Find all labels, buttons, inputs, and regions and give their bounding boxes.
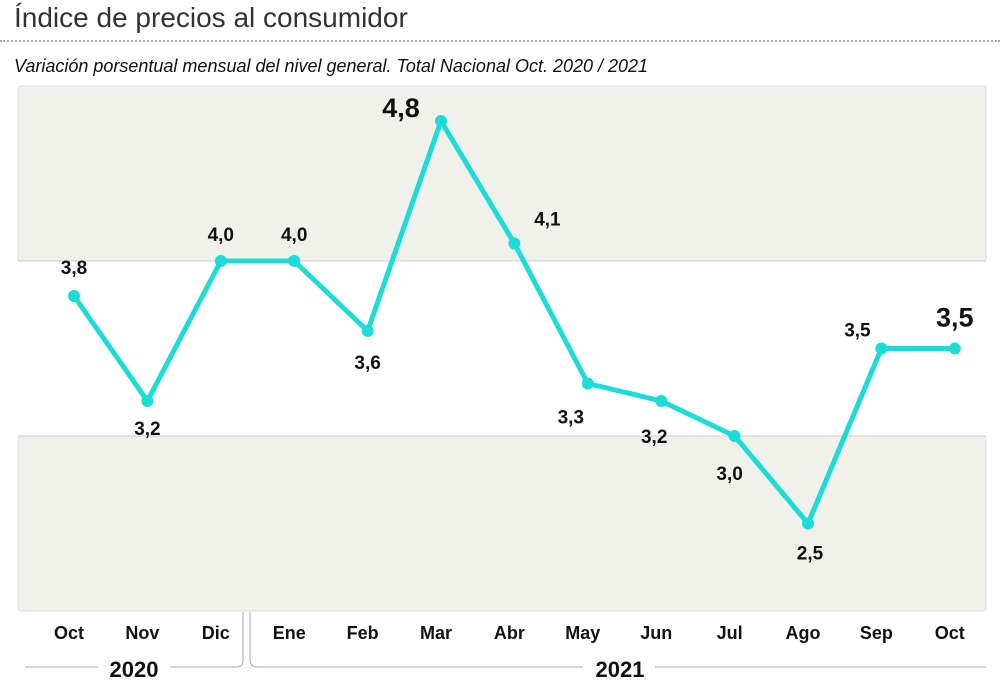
x-tick-label: Dic: [202, 623, 230, 643]
year-label-2021: 2021: [596, 657, 645, 682]
data-point: [288, 255, 301, 267]
data-point: [948, 342, 961, 355]
x-tick-label: Mar: [420, 623, 452, 643]
x-tick-label: Abr: [494, 623, 525, 643]
x-tick-label: Nov: [125, 623, 159, 643]
data-label: 4,0: [281, 225, 307, 246]
band-0: [17, 435, 987, 612]
data-point: [581, 377, 594, 390]
data-label: 2,5: [797, 544, 824, 565]
title-divider: [0, 40, 1000, 42]
data-label: 4,0: [208, 225, 234, 246]
x-tick-label: Ene: [273, 623, 306, 643]
band-1: [17, 85, 987, 262]
data-point: [655, 395, 668, 407]
year-bracket-2021: [249, 612, 986, 668]
data-point: [728, 430, 741, 442]
data-point: [435, 115, 447, 127]
data-point: [68, 290, 80, 302]
data-point: [361, 325, 374, 337]
x-tick-label: Feb: [347, 623, 379, 643]
year-label-2020: 2020: [110, 657, 159, 682]
chart-title: Índice de precios al consumidor: [14, 2, 408, 33]
data-label: 3,8: [61, 258, 87, 279]
x-tick-label: Sep: [860, 623, 893, 643]
data-point: [141, 395, 154, 407]
x-tick-label: May: [565, 623, 600, 643]
data-label: 4,1: [534, 210, 561, 231]
year-bracket-2020: [25, 612, 244, 668]
chart-subtitle: Variación porsentual mensual del nivel g…: [14, 56, 649, 76]
data-point: [214, 255, 227, 267]
data-point: [875, 342, 888, 355]
data-label: 3,5: [936, 303, 974, 333]
data-label: 3,6: [354, 353, 380, 374]
x-tick-label: Oct: [935, 623, 965, 643]
x-tick-label: Jul: [717, 623, 743, 643]
data-point: [802, 517, 814, 530]
year-label-bg: [583, 655, 655, 681]
data-label: 3,2: [641, 427, 667, 448]
data-label: 4,8: [382, 93, 420, 123]
data-label: 3,5: [844, 321, 871, 342]
data-point: [508, 237, 521, 250]
data-label: 3,2: [134, 419, 160, 440]
year-label-bg: [98, 655, 170, 681]
x-tick-label: Oct: [54, 623, 84, 643]
x-tick-label: Ago: [786, 623, 821, 643]
data-label: 3,3: [558, 408, 584, 429]
data-label: 3,0: [716, 464, 742, 485]
x-tick-label: Jun: [640, 623, 672, 643]
